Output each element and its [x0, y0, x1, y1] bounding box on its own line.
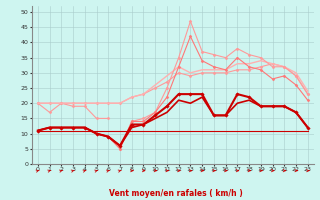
Text: Vent moyen/en rafales ( km/h ): Vent moyen/en rafales ( km/h )	[109, 189, 243, 198]
